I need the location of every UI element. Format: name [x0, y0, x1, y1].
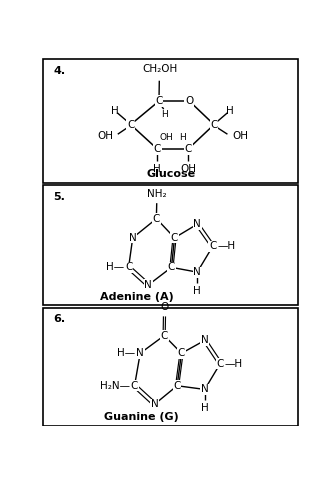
Text: C: C [209, 241, 216, 251]
Text: C: C [216, 359, 224, 369]
Text: C: C [210, 120, 218, 130]
FancyBboxPatch shape [43, 59, 298, 183]
Text: N: N [144, 280, 152, 290]
Text: H: H [179, 133, 186, 142]
Text: C: C [125, 262, 132, 273]
Text: 4.: 4. [53, 66, 65, 76]
Text: H—: H— [106, 262, 124, 273]
Text: N: N [151, 399, 159, 409]
Text: N: N [136, 348, 144, 358]
Text: H: H [193, 286, 201, 296]
Text: H: H [226, 105, 234, 115]
Text: C: C [161, 331, 168, 341]
FancyBboxPatch shape [43, 308, 298, 425]
Text: H: H [154, 164, 161, 174]
Text: C: C [156, 96, 163, 106]
Text: 5.: 5. [53, 192, 65, 202]
Text: NH₂: NH₂ [147, 190, 167, 199]
Text: O: O [185, 96, 193, 106]
Text: C: C [154, 144, 161, 154]
FancyBboxPatch shape [43, 185, 298, 305]
Text: N: N [193, 219, 201, 229]
Text: CH₂OH: CH₂OH [142, 65, 177, 74]
Text: H—: H— [118, 348, 136, 358]
Text: H: H [162, 110, 168, 119]
Text: C: C [127, 120, 134, 130]
Text: H: H [201, 403, 208, 413]
Text: N: N [193, 267, 201, 277]
Text: C: C [178, 348, 185, 358]
Text: —H: —H [225, 359, 243, 369]
Text: 6.: 6. [53, 314, 65, 324]
Text: N: N [201, 335, 208, 345]
Text: OH: OH [97, 131, 113, 141]
Text: C: C [153, 214, 160, 224]
Text: OH: OH [160, 133, 173, 142]
Text: N: N [129, 233, 137, 243]
Text: O: O [161, 302, 169, 312]
Text: OH: OH [180, 164, 196, 174]
Text: C: C [173, 381, 181, 391]
Text: C: C [184, 144, 192, 154]
Text: C: C [171, 233, 178, 243]
Text: N: N [201, 385, 208, 394]
Text: —H: —H [217, 241, 235, 251]
Text: C: C [131, 381, 138, 391]
Text: H: H [111, 105, 119, 115]
Text: C: C [168, 262, 175, 273]
Text: H₂N—: H₂N— [100, 381, 130, 391]
Text: Glucose: Glucose [146, 169, 195, 179]
Text: Adenine (A): Adenine (A) [100, 292, 174, 302]
Text: Guanine (G): Guanine (G) [104, 412, 178, 422]
Text: OH: OH [232, 131, 248, 141]
